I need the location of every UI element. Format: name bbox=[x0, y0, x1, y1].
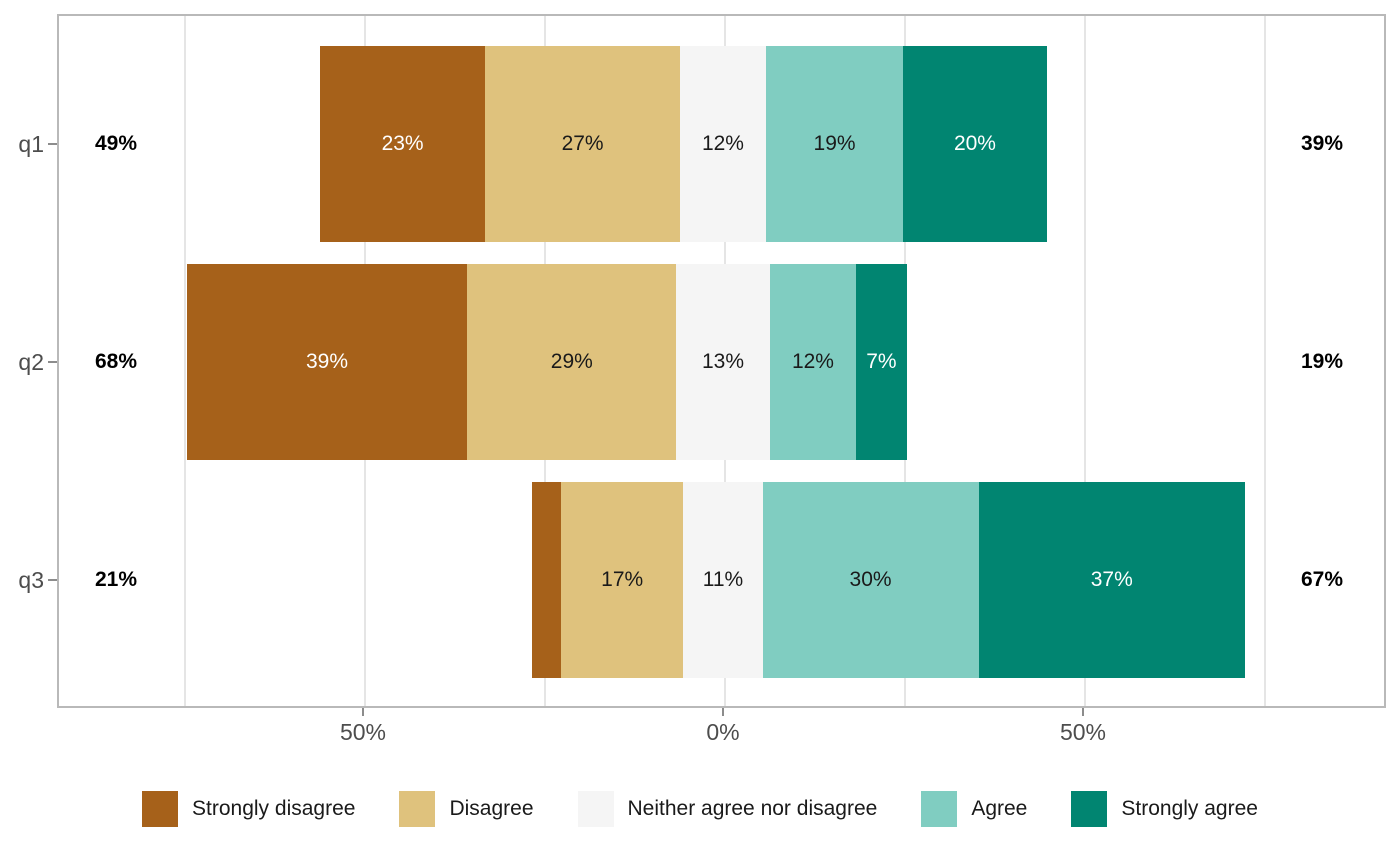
legend-item: Agree bbox=[921, 791, 1027, 827]
legend-swatch bbox=[1071, 791, 1108, 827]
bar-segment bbox=[532, 482, 561, 678]
segment-value-label: 37% bbox=[1090, 568, 1133, 591]
y-axis-tick bbox=[48, 361, 57, 363]
bar-segment: 12% bbox=[679, 46, 767, 242]
bar-segment: 23% bbox=[319, 46, 486, 242]
low-total-label-q3: 21% bbox=[94, 568, 138, 591]
bar-segment: 12% bbox=[769, 264, 857, 460]
bar-segment: 30% bbox=[762, 482, 979, 678]
x-axis-tick bbox=[362, 708, 364, 716]
bar-segment: 17% bbox=[560, 482, 684, 678]
segment-value-label: 29% bbox=[550, 350, 593, 373]
x-axis-tick-label: 0% bbox=[706, 719, 740, 745]
bar-segment: 39% bbox=[186, 264, 468, 460]
segment-value-label: 30% bbox=[849, 568, 892, 591]
bar-row-q2: 39% 29% 13% 12% 7% bbox=[186, 264, 907, 460]
legend-label: Neither agree nor disagree bbox=[627, 797, 878, 820]
segment-value-label: 27% bbox=[561, 132, 604, 155]
segment-value-label: 19% bbox=[813, 132, 856, 155]
bar-row-q3: 17% 11% 30% 37% bbox=[532, 482, 1245, 678]
segment-value-label: 39% bbox=[305, 350, 348, 373]
bar-row-q1: 23% 27% 12% 19% 20% bbox=[319, 46, 1047, 242]
segment-value-label: 12% bbox=[701, 132, 744, 155]
legend-swatch bbox=[142, 791, 179, 827]
x-axis-tick-label: 50% bbox=[339, 719, 387, 745]
gridline bbox=[1084, 16, 1086, 706]
bar-segment: 27% bbox=[485, 46, 680, 242]
segment-value-label: 12% bbox=[791, 350, 834, 373]
bar-segment: 19% bbox=[766, 46, 903, 242]
legend-item: Strongly agree bbox=[1071, 791, 1258, 827]
segment-value-label: 11% bbox=[702, 568, 744, 591]
segment-value-label: 13% bbox=[701, 350, 744, 373]
segment-value-label: 17% bbox=[601, 568, 644, 591]
low-total-label-q1: 49% bbox=[94, 132, 138, 155]
segment-value-label: 20% bbox=[953, 132, 996, 155]
legend: Strongly disagree Disagree Neither agree n… bbox=[0, 791, 1400, 827]
segment-value-label: 7% bbox=[866, 350, 897, 373]
legend-label: Disagree bbox=[449, 797, 534, 820]
bar-segment: 29% bbox=[467, 264, 677, 460]
high-total-label-q1: 39% bbox=[1300, 132, 1344, 155]
legend-swatch bbox=[577, 791, 614, 827]
y-axis-label-q2: q2 bbox=[18, 349, 44, 375]
bar-segment: 37% bbox=[978, 482, 1245, 678]
y-axis-label-q3: q3 bbox=[18, 567, 44, 593]
y-axis-tick bbox=[48, 143, 57, 145]
bar-segment: 20% bbox=[902, 46, 1047, 242]
x-axis-tick-label: 50% bbox=[1059, 719, 1107, 745]
legend-label: Agree bbox=[971, 797, 1028, 820]
bar-segment: 13% bbox=[676, 264, 770, 460]
y-axis-label-q1: q1 bbox=[18, 131, 44, 157]
x-axis-tick bbox=[722, 708, 724, 716]
segment-value-label: 23% bbox=[381, 132, 424, 155]
x-axis-tick bbox=[1082, 708, 1084, 716]
legend-item: Disagree bbox=[399, 791, 534, 827]
gridline bbox=[184, 16, 186, 706]
legend-item: Strongly disagree bbox=[142, 791, 355, 827]
low-total-label-q2: 68% bbox=[94, 350, 138, 373]
high-total-label-q2: 19% bbox=[1300, 350, 1344, 373]
high-total-label-q3: 67% bbox=[1300, 568, 1344, 591]
y-axis-tick bbox=[48, 579, 57, 581]
legend-item: Neither agree nor disagree bbox=[577, 791, 878, 827]
legend-swatch bbox=[399, 791, 436, 827]
bar-segment: 11% bbox=[683, 482, 763, 678]
gridline bbox=[1264, 16, 1266, 706]
legend-label: Strongly agree bbox=[1121, 797, 1258, 820]
legend-label: Strongly disagree bbox=[192, 797, 356, 820]
legend-swatch bbox=[921, 791, 958, 827]
bar-segment: 7% bbox=[856, 264, 907, 460]
